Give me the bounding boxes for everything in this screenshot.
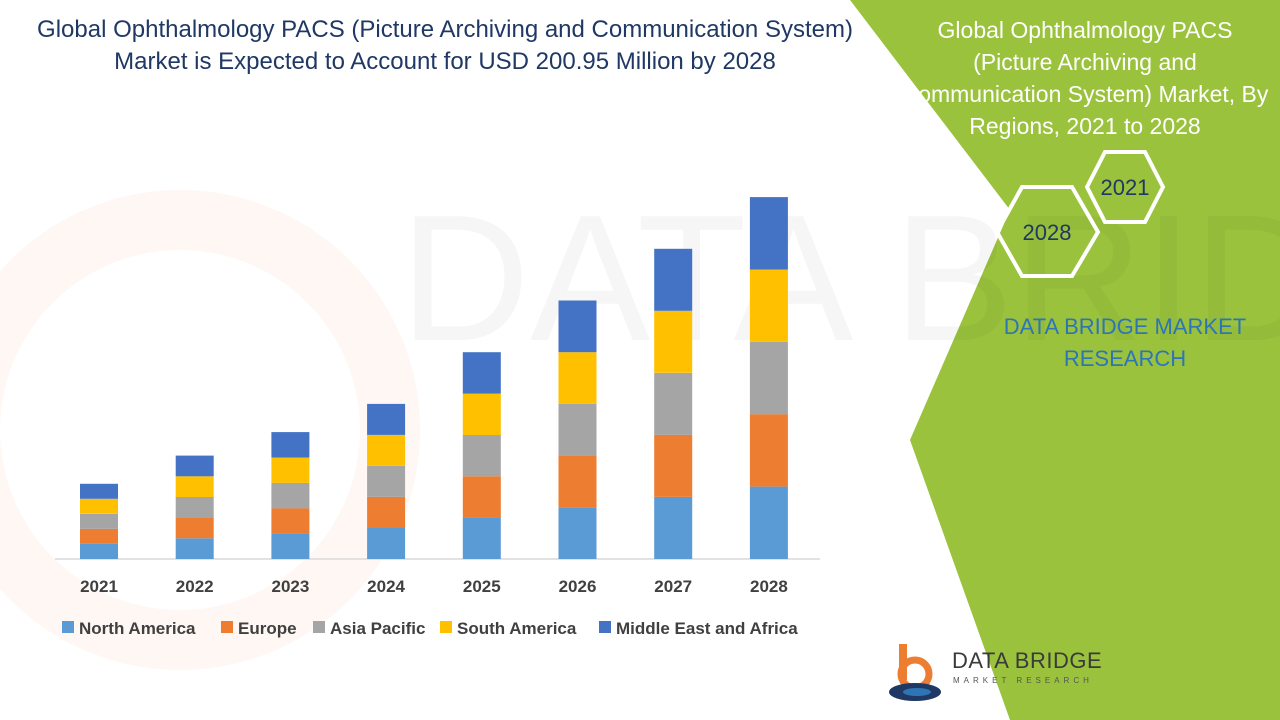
bar-2028-south-america [749,269,788,342]
bar-2024-europe [367,497,406,528]
hexagon-2028-label: 2028 [1023,220,1072,245]
legend-swatch-middle-east-and-africa [599,621,611,633]
bar-2025-north-america [462,517,501,559]
bar-2023-europe [271,508,310,534]
bar-2027-asia-pacific [654,372,693,435]
bar-2024-middle-east-and-africa [367,403,406,435]
bar-2022-europe [175,517,214,539]
bar-2028-asia-pacific [749,341,788,415]
bar-2022-asia-pacific [175,497,214,518]
legend: North America Europe Asia Pacific South Ame… [62,619,798,638]
legend-label-asia-pacific: Asia Pacific [330,619,425,638]
bar-2023-south-america [271,457,310,483]
bars-group [80,197,788,559]
bar-2025-asia-pacific [462,434,501,477]
bar-2025-middle-east-and-africa [462,352,501,394]
bar-2021-south-america [80,498,118,514]
bar-2023-north-america [271,533,310,559]
bar-2021-asia-pacific [80,513,118,529]
data-bridge-logo-icon [889,644,941,701]
bar-2021-north-america [80,544,118,559]
bar-2026-south-america [558,352,597,404]
x-tick-label-2027: 2027 [654,577,692,596]
logo-name: DATA BRIDGE [952,648,1103,673]
legend-swatch-south-america [440,621,452,633]
bar-2026-asia-pacific [558,403,597,456]
bar-2028-north-america [749,486,788,559]
legend-swatch-europe [221,621,233,633]
bar-2022-middle-east-and-africa [175,455,214,477]
bar-2028-middle-east-and-africa [749,197,788,270]
bar-2021-middle-east-and-africa [80,483,118,499]
x-tick-label-2021: 2021 [80,577,118,596]
bar-2028-europe [749,414,788,487]
legend-label-europe: Europe [238,619,297,638]
chart-title: Global Ophthalmology PACS (Picture Archi… [37,16,853,75]
x-tick-label-2024: 2024 [367,577,405,596]
legend-label-middle-east-and-africa: Middle East and Africa [616,619,798,638]
bar-2026-middle-east-and-africa [558,300,597,353]
bar-2023-asia-pacific [271,482,310,509]
hexagon-badges: 2021 2028 [994,150,1166,278]
hexagon-2028 [994,185,1101,278]
logo-subtitle: MARKET RESEARCH [953,676,1093,685]
bar-2024-asia-pacific [367,465,406,497]
bar-2027-europe [654,434,693,497]
bar-2021-europe [80,528,118,544]
x-tick-label-2023: 2023 [271,577,309,596]
legend-swatch-asia-pacific [313,621,325,633]
bar-2022-north-america [175,538,214,559]
bar-2026-europe [558,455,597,508]
legend-label-south-america: South America [457,619,577,638]
bar-2025-europe [462,476,501,518]
legend-swatch-north-america [62,621,74,633]
brand-text: DATA BRIDGE MARKET RESEARCH [1003,314,1247,371]
legend-label-north-america: North America [79,619,196,638]
bar-2027-north-america [654,497,693,559]
bar-2023-middle-east-and-africa [271,432,310,458]
x-tick-label-2026: 2026 [559,577,597,596]
bar-2027-south-america [654,310,693,373]
x-tick-label-2022: 2022 [176,577,214,596]
bar-2026-north-america [558,507,597,559]
side-panel-background [850,0,1280,720]
bar-2022-south-america [175,476,214,497]
bar-2027-middle-east-and-africa [654,248,693,311]
x-tick-label-2025: 2025 [463,577,501,596]
side-panel-title: Global Ophthalmology PACS (Picture Archi… [901,17,1269,139]
bar-2024-south-america [367,434,406,466]
bar-2024-north-america [367,528,406,559]
hexagon-2021 [1084,150,1166,224]
x-tick-labels: 2021 2022 2023 2024 2025 2026 2027 2028 [80,577,788,596]
hexagon-2021-label: 2021 [1101,175,1150,200]
x-tick-label-2028: 2028 [750,577,788,596]
bar-2025-south-america [462,393,501,435]
